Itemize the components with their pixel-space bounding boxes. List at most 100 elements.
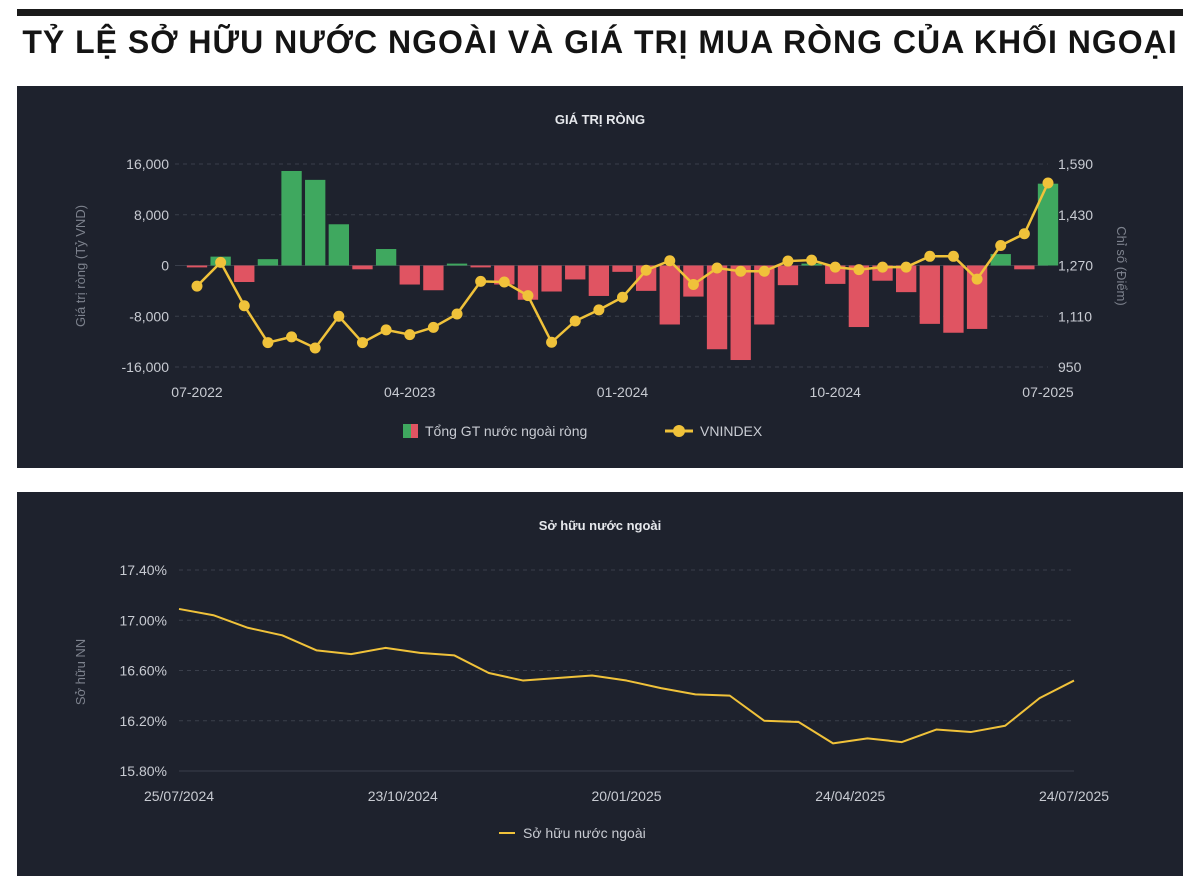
legend[interactable]: Tổng GT nước ngoài ròng VNINDEX (403, 423, 763, 439)
bar[interactable] (588, 265, 610, 296)
y-tick-label: 17.00% (120, 612, 167, 628)
bar[interactable] (186, 265, 208, 268)
bar[interactable] (494, 265, 515, 285)
bar[interactable] (659, 265, 680, 325)
x-tick-label: 10-2024 (810, 384, 862, 400)
bar[interactable] (919, 265, 940, 324)
vnindex-point[interactable] (664, 255, 676, 267)
legend-label-ownership: Sở hữu nước ngoài (523, 825, 646, 841)
bar[interactable] (281, 170, 302, 266)
vnindex-point[interactable] (238, 300, 250, 312)
vnindex-point[interactable] (617, 291, 628, 303)
vnindex-point[interactable] (498, 276, 510, 288)
vnindex-point[interactable] (758, 265, 770, 277)
vnindex-point[interactable] (995, 240, 1007, 252)
y2-tick-label: 950 (1058, 359, 1082, 375)
vnindex-point[interactable] (451, 308, 463, 320)
vnindex-point[interactable] (1018, 228, 1030, 240)
bar[interactable] (943, 265, 964, 333)
vnindex-point[interactable] (806, 254, 818, 266)
y-tick-label: 17.40% (120, 562, 167, 578)
vnindex-point[interactable] (522, 290, 534, 302)
legend-label-net-value: Tổng GT nước ngoài ròng (425, 423, 587, 439)
vnindex-point[interactable] (924, 250, 936, 262)
vnindex-point[interactable] (546, 336, 558, 348)
vnindex-point[interactable] (475, 275, 487, 287)
bar[interactable] (706, 265, 728, 350)
vnindex-point[interactable] (711, 262, 723, 274)
bar[interactable] (872, 265, 893, 281)
x-tick-label: 01-2024 (597, 384, 649, 400)
vnindex-point[interactable] (356, 337, 368, 349)
vnindex-point[interactable] (286, 331, 298, 343)
bar[interactable] (375, 249, 397, 266)
vnindex-point[interactable] (782, 255, 794, 267)
bar[interactable] (825, 265, 846, 284)
y-tick-label: -8,000 (129, 308, 169, 324)
vnindex-point[interactable] (1042, 177, 1054, 189)
vnindex-point[interactable] (853, 264, 865, 276)
bar[interactable] (399, 265, 420, 285)
bar[interactable] (1037, 183, 1059, 266)
legend-label-vnindex: VNINDEX (700, 423, 763, 439)
vnindex-point[interactable] (900, 261, 912, 273)
vnindex-point[interactable] (829, 261, 841, 273)
y2-tick-label: 1,590 (1058, 156, 1093, 172)
top-rule (17, 9, 1183, 16)
y2-tick-label: 1,270 (1058, 258, 1093, 274)
legend-swatch-bar-negative (411, 424, 418, 438)
ownership-chart-panel: Sở hữu nước ngoài 17.40% 17.00% 16.60% 16.2… (17, 492, 1183, 876)
vnindex-point[interactable] (380, 324, 392, 336)
page-title: TỶ LỆ SỞ HỮU NƯỚC NGOÀI VÀ GIÁ TRỊ MUA R… (22, 24, 1178, 60)
vnindex-point[interactable] (427, 321, 439, 333)
bar[interactable] (423, 265, 444, 291)
vnindex-point[interactable] (333, 310, 345, 322)
vnindex-point[interactable] (971, 273, 983, 285)
bar[interactable] (257, 259, 279, 266)
bar[interactable] (305, 179, 326, 266)
chart-title: Sở hữu nước ngoài (539, 518, 662, 533)
vnindex-point[interactable] (215, 256, 227, 268)
bar[interactable] (777, 265, 799, 286)
x-tick-label: 23/10/2024 (368, 788, 438, 804)
legend-swatch-bar-positive (403, 424, 411, 438)
bar[interactable] (966, 265, 988, 329)
bar[interactable] (754, 265, 775, 325)
legend-swatch-dot (673, 425, 685, 437)
bar[interactable] (990, 254, 1011, 266)
bar[interactable] (612, 265, 633, 272)
x-tick-label: 25/07/2024 (144, 788, 214, 804)
bar[interactable] (1014, 265, 1035, 270)
y-axis-label: Sở hữu NN (73, 639, 88, 705)
net-value-chart-panel: GIÁ TRỊ RÒNG 16,000 1,590 8,000 1,430 0 1,270… (17, 86, 1183, 468)
vnindex-point[interactable] (593, 304, 605, 316)
bar[interactable] (328, 224, 349, 266)
bar[interactable] (541, 265, 562, 292)
x-tick-label: 24/04/2025 (815, 788, 885, 804)
vnindex-point[interactable] (309, 342, 321, 354)
vnindex-point[interactable] (640, 264, 652, 276)
vnindex-point[interactable] (191, 280, 203, 292)
legend[interactable]: Sở hữu nước ngoài (499, 825, 646, 841)
bar[interactable] (234, 265, 255, 282)
vnindex-point[interactable] (262, 337, 274, 349)
y2-tick-label: 1,430 (1058, 207, 1093, 223)
bar[interactable] (470, 265, 491, 268)
y-tick-label: 8,000 (134, 207, 169, 223)
vnindex-point[interactable] (404, 329, 416, 341)
bar[interactable] (730, 265, 751, 361)
x-tick-label: 07-2022 (171, 384, 223, 400)
y-tick-label: 0 (161, 258, 169, 274)
vnindex-point[interactable] (877, 261, 889, 273)
bar[interactable] (848, 265, 870, 328)
vnindex-point[interactable] (947, 250, 959, 262)
vnindex-point[interactable] (569, 315, 581, 327)
vnindex-point[interactable] (687, 279, 699, 291)
bar[interactable] (517, 265, 539, 300)
bar[interactable] (565, 265, 586, 280)
bar[interactable] (896, 265, 917, 293)
bar[interactable] (352, 265, 373, 270)
y-axis-label: Giá trị ròng (Tỷ VND) (73, 205, 88, 327)
vnindex-point[interactable] (735, 265, 747, 277)
bar[interactable] (446, 263, 468, 266)
